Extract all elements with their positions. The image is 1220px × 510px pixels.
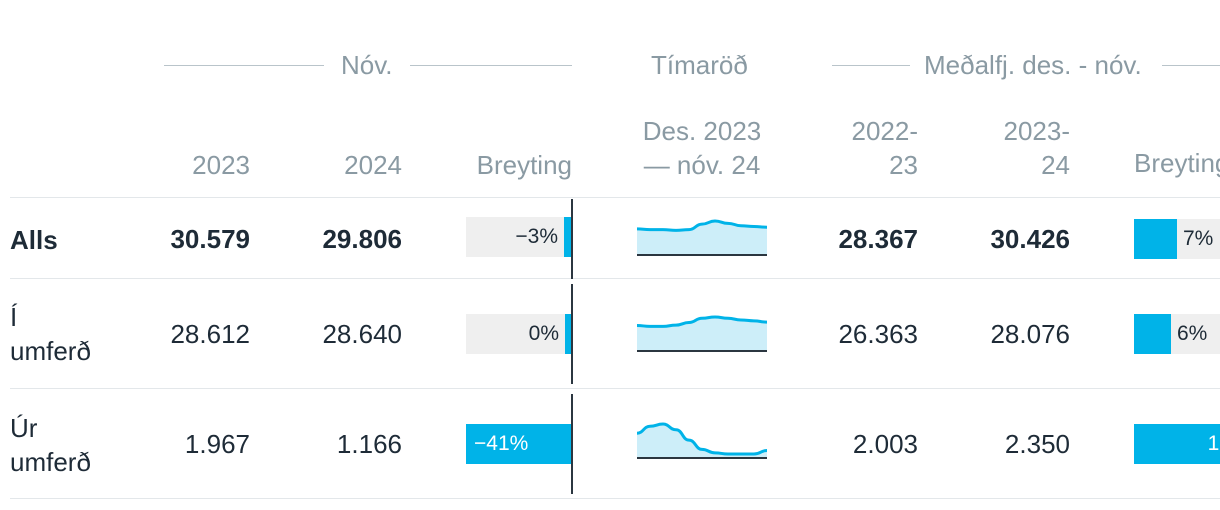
row-label-out-of-traffic-line1: Úr: [10, 413, 38, 443]
sparkline-area: [637, 221, 767, 255]
group-line-nov-right: [410, 65, 572, 66]
change-bar-label: −41%: [474, 432, 529, 455]
change2-bar-row-1: 7%: [1134, 219, 1220, 259]
sparkline-line: [636, 422, 768, 456]
row-label-in-traffic: Í umferð: [10, 300, 91, 368]
sparkline-line: [636, 315, 768, 328]
right-clip-region: Breyting 7% 6% 17: [1134, 0, 1220, 510]
group-label-timeseries: Tímaröð: [637, 50, 762, 81]
avg2-out-of-traffic: 2.350: [1004, 429, 1070, 459]
change2-bar-fill: [1134, 219, 1177, 259]
col-header-avg2-line2: 24: [1041, 150, 1070, 180]
change2-bar-row-3: 17: [1134, 424, 1220, 464]
col-header-avg1: 2022- 23: [778, 114, 919, 182]
value-2023-in-traffic: 28.612: [170, 319, 250, 349]
divider-row-2: [10, 388, 1220, 389]
col-header-avg2: 2023- 24: [930, 114, 1071, 182]
divider-header: [10, 197, 1220, 198]
divider-row-1: [10, 278, 1220, 279]
change2-bar-label: 17: [1207, 432, 1220, 455]
change-bar-fill: [565, 314, 572, 354]
value-2023-total: 30.579: [170, 224, 250, 254]
change-bar-label: 0%: [528, 322, 559, 345]
col-header-avg2-line1: 2023-: [1003, 116, 1071, 146]
value-2024-in-traffic: 28.640: [322, 319, 402, 349]
group-line-nov-left: [164, 65, 324, 66]
row-label-in-traffic-line2: umferð: [10, 336, 91, 366]
change-axis-row-3: [571, 394, 573, 494]
col-header-2024: 2024: [344, 150, 402, 180]
col-header-2023: 2023: [192, 150, 250, 180]
group-line-avg-left: [832, 65, 910, 66]
group-line-avg-right: [1162, 65, 1220, 66]
value-2024-out-of-traffic: 1.166: [336, 429, 402, 459]
avg2-total: 30.426: [990, 224, 1070, 254]
group-label-nov: Nóv.: [327, 50, 407, 81]
change2-bar-row-2: 6%: [1134, 314, 1220, 354]
sparkline-out-of-traffic: [636, 422, 768, 459]
sparkline-line: [636, 219, 768, 232]
row-label-out-of-traffic-line2: umferð: [10, 447, 91, 477]
col-header-change2: Breyting: [1134, 148, 1220, 178]
change-bar-fill: [564, 217, 572, 257]
sparkline-in-traffic: [636, 315, 768, 352]
col-header-timeseries-line2: — nóv. 24: [643, 150, 761, 180]
change-axis-row-1: [571, 199, 573, 279]
value-2024-total: 29.806: [322, 224, 402, 254]
change-bar-total: −3%: [466, 217, 572, 257]
sparkline-total: [636, 219, 768, 256]
change-axis-row-2: [571, 284, 573, 384]
change2-bar-fill: [1134, 424, 1220, 464]
avg1-total: 28.367: [838, 224, 918, 254]
col-header-timeseries: Des. 2023 — nóv. 24: [617, 114, 787, 182]
value-2023-out-of-traffic: 1.967: [184, 429, 250, 459]
col-header-avg1-line1: 2022-: [851, 116, 919, 146]
col-header-avg1-line2: 23: [889, 150, 918, 180]
avg1-in-traffic: 26.363: [838, 319, 918, 349]
sparkline-area: [637, 424, 767, 458]
change2-bar-label: 7%: [1183, 227, 1214, 250]
col-header-change: Breyting: [476, 150, 572, 180]
avg1-out-of-traffic: 2.003: [852, 429, 918, 459]
change-bar-label: −3%: [515, 225, 558, 248]
change2-bar-fill: [1134, 314, 1171, 354]
group-label-avg: Meðalfj. des. - nóv.: [910, 50, 1156, 81]
avg2-in-traffic: 28.076: [990, 319, 1070, 349]
sparkline-area: [637, 317, 767, 351]
divider-row-3: [10, 498, 1220, 499]
row-label-in-traffic-line1: Í: [10, 302, 18, 332]
row-label-total: Alls: [10, 223, 58, 257]
change-bar-in-traffic: 0%: [466, 314, 572, 354]
col-header-timeseries-line1: Des. 2023: [642, 116, 762, 146]
row-label-total-text: Alls: [10, 225, 58, 255]
change-bar-out-of-traffic: −41%: [466, 424, 572, 464]
change-bar-fill: [466, 424, 572, 464]
row-label-out-of-traffic: Úr umferð: [10, 411, 91, 479]
change2-bar-label: 6%: [1177, 322, 1208, 345]
